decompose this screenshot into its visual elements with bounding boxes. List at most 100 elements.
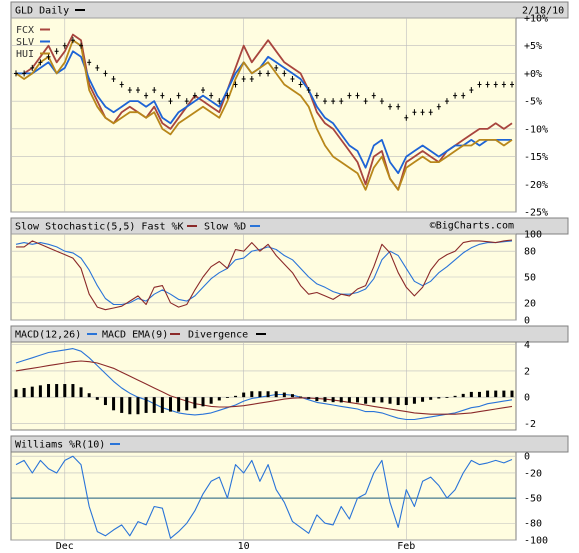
y-tick-label: -20% [524,180,548,191]
divergence-bar [477,391,481,398]
divergence-bar [250,391,254,398]
divergence-bar [274,391,278,398]
y-tick-label: 80 [524,247,536,258]
x-tick-label: Dec [56,541,74,552]
y-tick-label: -50 [524,494,542,505]
divergence-bar [494,390,498,398]
grid-layer [11,17,516,541]
legend-label-fcx: FCX [16,25,34,36]
series-line-hui [15,39,513,191]
divergence-bar [14,389,18,398]
panel-header-0 [10,1,569,19]
divergence-bar [217,397,221,401]
watermark: ©BigCharts.com [430,221,514,232]
series-line-slv [16,50,512,175]
divergence-bar [120,397,124,413]
divergence-bar [486,390,490,398]
chart-title: GLD Daily [15,6,69,17]
divergence-bar [136,397,140,415]
x-tick-label: Feb [397,541,415,552]
divergence-bar [404,397,408,406]
divergence-bar [290,394,294,398]
divergence-bar [225,397,229,398]
divergence-bar [429,397,433,400]
macd-title: MACD(12,26) [15,330,81,341]
divergence-bar [421,397,425,402]
series-line-fcx [16,33,513,191]
y-tick-label: +0% [524,69,542,80]
divergence-bar [87,393,91,398]
divergence-bar [103,397,107,406]
divergence-bar [22,387,26,398]
panels-layer [10,1,569,541]
divergence-bar [412,397,416,404]
divergence-bar [461,393,465,398]
divergence-bar [282,392,286,398]
y-tick-label: -5% [524,97,542,108]
y-tick-label: -15% [524,152,548,163]
divergence-bar [331,397,335,403]
divergence-bar [95,397,99,400]
divergence-bar [372,397,376,403]
divergence-bar [177,397,181,412]
panel-plot-2 [10,341,517,431]
x-tick-label: 10 [238,541,250,552]
divergence-bar [258,391,262,398]
divergence-bar [209,397,213,404]
y-tick-label: +5% [524,41,542,52]
divergence-bar [128,397,132,415]
divergence-bar [193,397,197,409]
divergence-bar [160,397,164,413]
series-line-williams-r [15,455,513,539]
divergence-bar [347,397,351,403]
divergence-bar [323,397,327,402]
divergence-bar [71,384,75,398]
stoch-title: Slow Stochastic(5,5) Fast %K [15,222,184,233]
series-line-macd [15,348,513,421]
y-tick-label: 0 [524,393,530,404]
panel-plot-0 [10,17,517,213]
divergence-bar [510,390,514,398]
divergence-bar [63,384,67,398]
y-tick-label: -25% [524,208,548,219]
legend-label-slv: SLV [16,37,34,48]
y-tick-label: 100 [524,230,542,241]
divergence-bar [315,397,319,402]
y-tick-label: 0 [524,316,530,327]
y-tick-label: -2 [524,419,536,430]
williams-title: Williams %R(10) [15,440,105,451]
divergence-bar [201,397,205,407]
divergence-bar [396,397,400,406]
y-tick-label: -80 [524,519,542,530]
y-tick-label: 0 [524,452,530,463]
slow-d-label: Slow %D [204,222,246,233]
series-line-macd-ema-9- [15,360,513,415]
divergence-bar [453,395,457,398]
macd-ema-label: MACD EMA(9) [102,330,168,341]
y-tick-label: 4 [524,340,530,351]
divergence-bar [79,387,83,398]
divergence-bar [168,397,172,412]
divergence-bar [502,390,506,398]
divergence-bar [30,386,34,398]
divergence-bar [234,395,238,398]
divergence-bar [364,397,368,404]
y-tick-label: 50 [524,273,536,284]
divergence-bar [112,397,116,411]
divergence-bar [380,397,384,403]
divergence-bar [445,397,449,398]
y-tick-label: -20 [524,468,542,479]
y-tick-label: 20 [524,298,536,309]
divergence-label: Divergence [188,330,248,341]
divergence-bar [356,397,360,403]
divergence-bar [339,397,343,403]
divergence-bar [38,385,42,398]
divergence-bar [242,392,246,398]
divergence-bar [266,391,270,398]
y-tick-label: +10% [524,14,548,25]
divergence-bar [47,384,51,398]
legend-label-hui: HUI [16,49,34,60]
divergence-bar [144,397,148,413]
text-layer: +10% +5% +0% -5% -10% -15% -20% -25% GLD Daily 2/… [15,6,564,553]
